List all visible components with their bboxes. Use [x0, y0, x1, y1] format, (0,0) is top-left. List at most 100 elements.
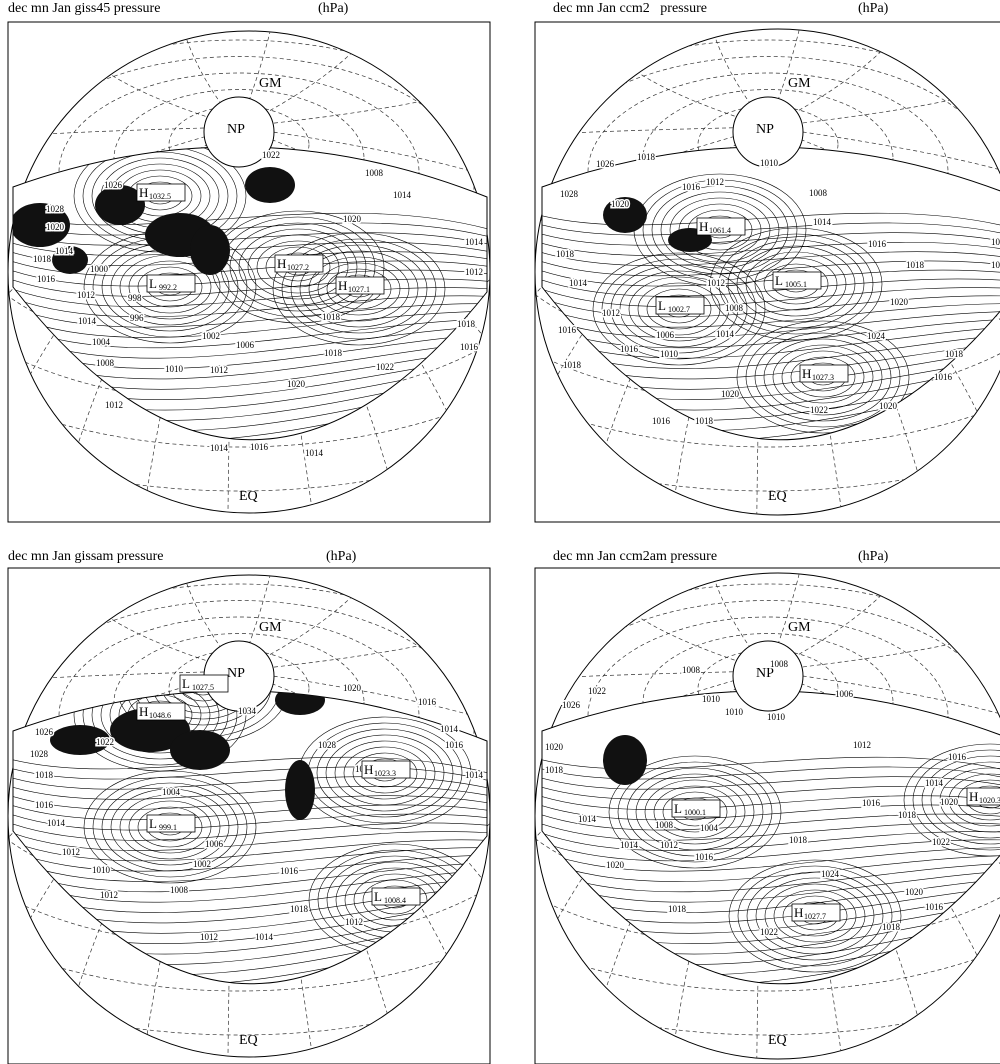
- equator-label: EQ: [239, 489, 258, 504]
- center-kind: H: [699, 219, 708, 234]
- contour-label: 1010: [767, 712, 786, 722]
- center-value: 999.1: [159, 823, 177, 832]
- dense-contours: [285, 760, 315, 820]
- center-kind: L: [149, 276, 157, 291]
- contour-label: 1006: [205, 839, 224, 849]
- panel-unit: (hPa): [318, 1, 349, 16]
- center-kind: L: [674, 801, 682, 816]
- center-kind: L: [658, 298, 666, 313]
- contour-label: 1020: [606, 860, 625, 870]
- contour-label: 1022: [262, 150, 280, 160]
- contour-label: 1006: [835, 689, 854, 699]
- contour-label: 1016: [652, 416, 671, 426]
- pressure-center: L1005.1: [773, 272, 821, 289]
- center-value: 1027.3: [812, 373, 834, 382]
- contour-label: 1024: [821, 869, 840, 879]
- contour-label: 1016: [862, 798, 881, 808]
- center-kind: L: [374, 889, 382, 904]
- contour-label: 1010: [165, 364, 184, 374]
- contour-label: 1008: [809, 188, 828, 198]
- contour-label: 1020: [879, 401, 898, 411]
- contour-label: 1028: [30, 749, 49, 759]
- contour-label: 1000: [90, 264, 109, 274]
- contour-label: 1004: [92, 337, 111, 347]
- contour-label: 1010: [725, 707, 744, 717]
- contour-label: 1018: [882, 922, 901, 932]
- contour-label: 1014: [620, 840, 639, 850]
- panel-unit: (hPa): [326, 549, 357, 564]
- contour-label: 1034: [238, 706, 257, 716]
- contour-label: 1012: [100, 890, 118, 900]
- equator-label: EQ: [239, 1033, 258, 1048]
- contour-label: 1026: [104, 180, 123, 190]
- contour-label: 1010: [660, 349, 679, 359]
- center-value: 1032.5: [149, 192, 171, 201]
- contour-label: 1018: [324, 348, 343, 358]
- contour-label: 1020: [991, 237, 1000, 247]
- contour-label: 1010: [760, 158, 779, 168]
- contour-label: 1028: [46, 204, 65, 214]
- contour-label: 1014: [47, 818, 66, 828]
- contour-label: 1018: [290, 904, 309, 914]
- center-kind: L: [149, 816, 157, 831]
- center-kind: L: [775, 273, 783, 288]
- contour-label: 1022: [376, 362, 394, 372]
- center-kind: H: [364, 762, 373, 777]
- pressure-center: L1027.5: [180, 675, 228, 692]
- center-kind: H: [139, 704, 148, 719]
- panel-unit: (hPa): [858, 549, 889, 564]
- contour-label: 1016: [620, 344, 639, 354]
- contour-label: 1016: [280, 866, 299, 876]
- contour-label: 1010: [702, 694, 721, 704]
- pole-label: NP: [227, 666, 245, 681]
- contour-label: 1016: [37, 274, 56, 284]
- center-value: 1000.1: [684, 808, 706, 817]
- contour-label: 1018: [563, 360, 582, 370]
- center-value: 1027.1: [348, 285, 370, 294]
- contour-label: 1012: [345, 917, 363, 927]
- contour-label: 1022: [932, 837, 950, 847]
- contour-label: 1018: [322, 312, 341, 322]
- contour-label: 1018: [945, 349, 964, 359]
- contour-label: 998: [128, 293, 142, 303]
- panel-title: dec mn Jan gissam pressure: [8, 549, 164, 564]
- contour-label: 1016: [948, 752, 967, 762]
- contour-label: 1008: [682, 665, 701, 675]
- contour-label: 1014: [210, 443, 229, 453]
- center-value: 1048.6: [149, 711, 171, 720]
- contour-label: 1008: [655, 820, 674, 830]
- contour-label: 1012: [853, 740, 871, 750]
- dense-contours: [245, 167, 295, 203]
- contour-label: 1014: [78, 316, 97, 326]
- contour-label: 1028: [560, 189, 579, 199]
- contour-label: 1014: [578, 814, 597, 824]
- contour-label: 1008: [725, 303, 744, 313]
- contour-label: 1018: [457, 319, 476, 329]
- contour-label: 1016: [445, 740, 464, 750]
- center-value: 1002.7: [668, 305, 690, 314]
- contour-label: 1012: [62, 847, 80, 857]
- pole-label: NP: [756, 122, 774, 137]
- contour-label: 1018: [35, 770, 54, 780]
- contour-label: 1020: [905, 887, 924, 897]
- pressure-center: H1048.6: [137, 703, 185, 720]
- center-kind: H: [139, 185, 148, 200]
- contour-label: 1018: [695, 416, 714, 426]
- contour-label: 1016: [35, 800, 54, 810]
- meridian-label: GM: [259, 76, 282, 91]
- contour-label: 1014: [393, 190, 412, 200]
- pressure-center: H1027.2: [275, 255, 323, 272]
- contour-label: 1018: [906, 260, 925, 270]
- contour-label: 1016: [695, 852, 714, 862]
- contour-label: 1012: [706, 177, 724, 187]
- contour-label: 1016: [934, 372, 953, 382]
- contour-label: 1022: [810, 405, 828, 415]
- contour-label: 1004: [700, 823, 719, 833]
- dense-contours: [170, 730, 230, 770]
- center-kind: H: [802, 366, 811, 381]
- contour-label: 1014: [925, 778, 944, 788]
- pressure-center: H1027.1: [336, 277, 384, 294]
- contour-label: 1010: [92, 865, 111, 875]
